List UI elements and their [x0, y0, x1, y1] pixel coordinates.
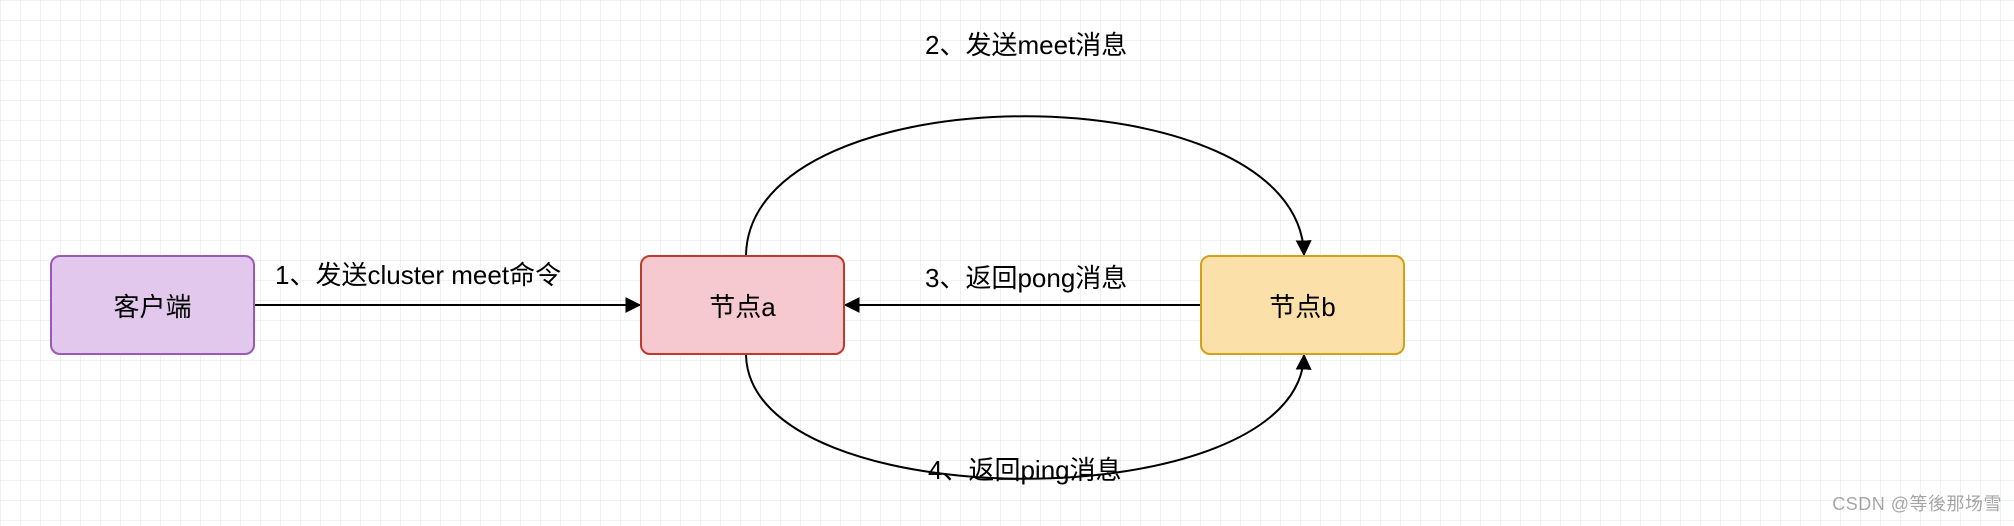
node-node_a: 节点a [640, 255, 845, 355]
node-client: 客户端 [50, 255, 255, 355]
node-node_b: 节点b [1200, 255, 1405, 355]
watermark: CSDN @等後那场雪 [1832, 490, 2002, 516]
edge-label-e1: 1、发送cluster meet命令 [275, 255, 561, 292]
diagram-canvas: 客户端 节点a 节点b 1、发送cluster meet命令 2、发送meet消息 3、… [0, 0, 2014, 526]
edge-label-e4: 4、返回ping消息 [928, 450, 1122, 487]
edge-label-e2: 2、发送meet消息 [925, 25, 1127, 62]
edge-e2 [746, 116, 1304, 255]
edge-label-e3: 3、返回pong消息 [925, 258, 1127, 295]
